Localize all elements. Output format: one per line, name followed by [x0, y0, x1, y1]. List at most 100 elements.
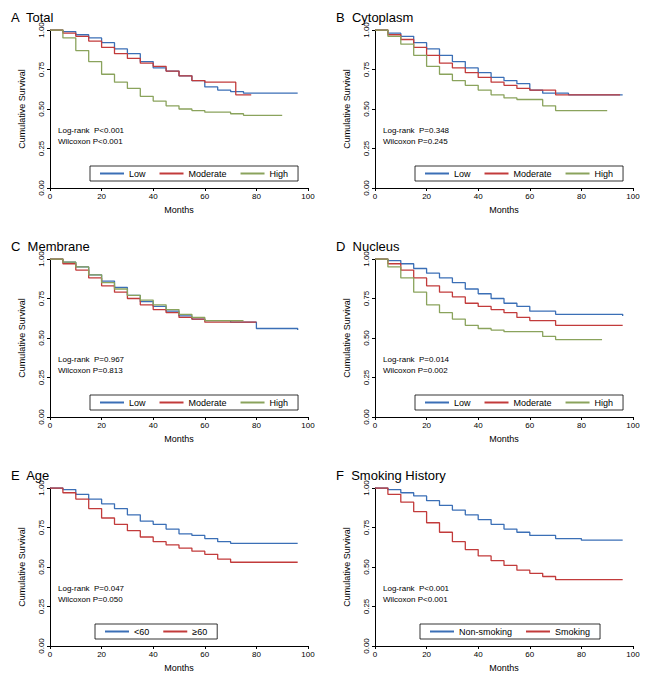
svg-text:0.75: 0.75: [362, 290, 371, 306]
svg-text:D Nucleus: D Nucleus: [336, 239, 400, 254]
svg-text:Cumulative Survival: Cumulative Survival: [342, 527, 352, 607]
svg-text:Cumulative Survival: Cumulative Survival: [342, 298, 352, 378]
svg-text:40: 40: [149, 192, 158, 201]
svg-text:Months: Months: [164, 663, 194, 673]
svg-text:0.50: 0.50: [362, 330, 371, 346]
svg-text:Months: Months: [489, 663, 519, 673]
svg-text:Cumulative Survival: Cumulative Survival: [17, 298, 27, 378]
svg-text:Wilcoxon P=0.813: Wilcoxon P=0.813: [58, 366, 123, 375]
svg-text:0: 0: [48, 421, 53, 430]
svg-text:Months: Months: [164, 434, 194, 444]
svg-text:Low: Low: [454, 169, 471, 179]
svg-text:C Membrane: C Membrane: [11, 239, 90, 254]
svg-text:0.50: 0.50: [37, 559, 46, 575]
svg-text:0.50: 0.50: [362, 101, 371, 117]
svg-text:Log-rank P=0.014: Log-rank P=0.014: [383, 355, 450, 364]
svg-text:Cumulative Survival: Cumulative Survival: [17, 69, 27, 149]
svg-text:20: 20: [97, 192, 106, 201]
svg-text:0.75: 0.75: [37, 61, 46, 77]
svg-text:0.25: 0.25: [37, 369, 46, 385]
svg-text:0: 0: [373, 192, 378, 201]
svg-text:Log-rank P=0.348: Log-rank P=0.348: [383, 126, 450, 135]
svg-text:0.00: 0.00: [362, 409, 371, 425]
svg-text:Months: Months: [164, 205, 194, 215]
svg-text:60: 60: [200, 192, 209, 201]
svg-text:Log-rank P<0.001: Log-rank P<0.001: [58, 126, 125, 135]
svg-text:Wilcoxon P=0.002: Wilcoxon P=0.002: [383, 366, 448, 375]
svg-text:0.25: 0.25: [37, 598, 46, 614]
svg-text:F Smoking History: F Smoking History: [336, 468, 446, 483]
svg-text:Moderate: Moderate: [189, 169, 227, 179]
svg-text:80: 80: [252, 650, 261, 659]
svg-text:0.50: 0.50: [362, 559, 371, 575]
svg-text:Low: Low: [129, 398, 146, 408]
svg-text:0.00: 0.00: [362, 638, 371, 654]
svg-text:Cumulative Survival: Cumulative Survival: [17, 527, 27, 607]
svg-text:0.75: 0.75: [362, 519, 371, 535]
svg-text:0: 0: [48, 192, 53, 201]
svg-text:Wilcoxon P<0.001: Wilcoxon P<0.001: [58, 137, 123, 146]
svg-text:Cumulative Survival: Cumulative Survival: [342, 69, 352, 149]
svg-text:Log-rank P=0.047: Log-rank P=0.047: [58, 584, 125, 593]
svg-text:60: 60: [525, 421, 534, 430]
svg-text:20: 20: [422, 192, 431, 201]
svg-text:40: 40: [149, 650, 158, 659]
svg-text:60: 60: [525, 650, 534, 659]
svg-text:20: 20: [422, 650, 431, 659]
svg-text:Log-rank P<0.001: Log-rank P<0.001: [383, 584, 450, 593]
svg-text:100: 100: [301, 192, 315, 201]
svg-text:Moderate: Moderate: [189, 398, 227, 408]
svg-text:Months: Months: [489, 434, 519, 444]
svg-text:Non-smoking: Non-smoking: [459, 627, 512, 637]
svg-text:Low: Low: [454, 398, 471, 408]
svg-text:0.75: 0.75: [37, 290, 46, 306]
svg-text:40: 40: [474, 650, 483, 659]
svg-text:0: 0: [373, 650, 378, 659]
svg-text:High: High: [270, 398, 289, 408]
svg-text:<60: <60: [134, 627, 149, 637]
svg-text:80: 80: [577, 421, 586, 430]
svg-text:High: High: [270, 169, 289, 179]
svg-text:40: 40: [474, 421, 483, 430]
svg-text:100: 100: [301, 421, 315, 430]
svg-text:0: 0: [373, 421, 378, 430]
svg-text:E Age: E Age: [11, 468, 49, 483]
svg-text:40: 40: [474, 192, 483, 201]
svg-text:Wilcoxon P=0.245: Wilcoxon P=0.245: [383, 137, 448, 146]
svg-text:60: 60: [200, 421, 209, 430]
svg-text:100: 100: [626, 421, 640, 430]
svg-text:B Cytoplasm: B Cytoplasm: [336, 10, 413, 25]
svg-text:Wilcoxon P<0.001: Wilcoxon P<0.001: [383, 595, 448, 604]
svg-text:0.50: 0.50: [37, 101, 46, 117]
svg-text:100: 100: [301, 650, 315, 659]
svg-text:100: 100: [626, 192, 640, 201]
svg-text:80: 80: [577, 192, 586, 201]
svg-text:20: 20: [422, 421, 431, 430]
svg-text:High: High: [595, 398, 614, 408]
svg-text:20: 20: [97, 650, 106, 659]
svg-text:Moderate: Moderate: [514, 398, 552, 408]
svg-text:0.00: 0.00: [37, 409, 46, 425]
svg-text:Low: Low: [129, 169, 146, 179]
svg-text:80: 80: [252, 192, 261, 201]
svg-text:≥60: ≥60: [192, 627, 207, 637]
svg-text:0.50: 0.50: [37, 330, 46, 346]
svg-text:Months: Months: [489, 205, 519, 215]
svg-text:60: 60: [525, 192, 534, 201]
svg-text:A Total: A Total: [11, 10, 54, 25]
svg-text:Wilcoxon P=0.050: Wilcoxon P=0.050: [58, 595, 123, 604]
svg-text:0.25: 0.25: [362, 369, 371, 385]
svg-text:Smoking: Smoking: [555, 627, 590, 637]
svg-text:60: 60: [200, 650, 209, 659]
svg-text:0.25: 0.25: [362, 598, 371, 614]
svg-text:80: 80: [577, 650, 586, 659]
svg-text:0.00: 0.00: [37, 638, 46, 654]
svg-text:High: High: [595, 169, 614, 179]
svg-text:Log-rank P=0.967: Log-rank P=0.967: [58, 355, 125, 364]
svg-text:20: 20: [97, 421, 106, 430]
svg-text:0.75: 0.75: [362, 61, 371, 77]
svg-text:0.00: 0.00: [37, 180, 46, 196]
svg-text:0.25: 0.25: [37, 140, 46, 156]
svg-text:80: 80: [252, 421, 261, 430]
svg-text:Moderate: Moderate: [514, 169, 552, 179]
